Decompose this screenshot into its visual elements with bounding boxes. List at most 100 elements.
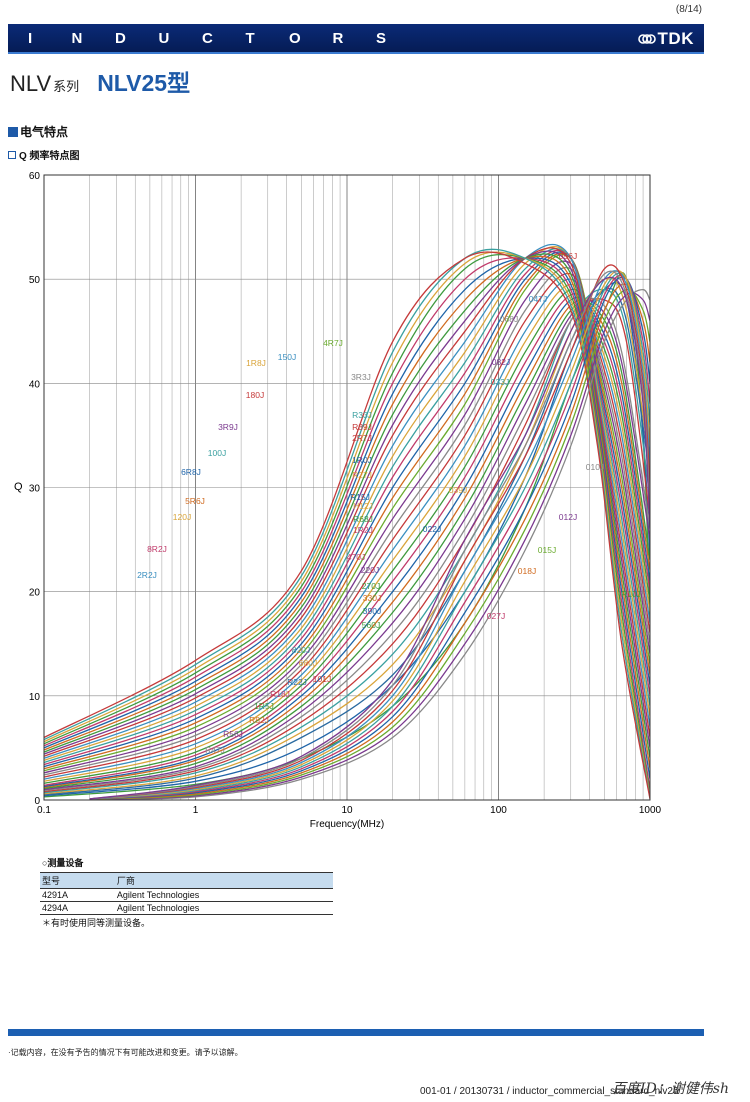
series-label-680j: 680J [299, 658, 317, 668]
series-line-270j [44, 253, 650, 759]
series-label-120j: 120J [173, 512, 191, 522]
series-line-150j [44, 243, 650, 759]
series-line-r68j [44, 300, 650, 790]
series-line-056j [89, 264, 650, 800]
footer-bar [8, 1029, 704, 1036]
banner-title: I N D U C T O R S [28, 24, 420, 52]
banner-letter: S [376, 29, 387, 47]
equipment-note: ＊有时使用同等测量设备。 [42, 918, 151, 928]
watermark: 百度ID：谢健伟sh [612, 1081, 729, 1097]
equipment-table: 型号 厂商 4291A Agilent Technologies 4294A A… [40, 872, 333, 915]
series-label-r82j: R82J [249, 715, 269, 725]
page-title: NLV 系列 NLV25型 [10, 64, 190, 98]
hollow-square-icon [8, 150, 16, 159]
series-line-180j [44, 247, 650, 757]
series-label-047j: 047J [529, 294, 547, 304]
series-label-r47j: R47J [205, 745, 225, 755]
series-line-220j [44, 250, 650, 755]
series-line-1r5j [44, 288, 650, 784]
series-suffix: 系列 [53, 79, 80, 94]
banner-letter: O [289, 29, 301, 47]
section-heading: 电气特点 [8, 123, 68, 140]
series-label-1r0j: 1R0J [352, 455, 372, 465]
y-tick-label: 20 [29, 588, 41, 599]
table-row: 4291A Agilent Technologies [40, 888, 333, 902]
series-line-047j [89, 270, 650, 800]
x-tick-label: 10 [341, 805, 353, 816]
series-line-1r0j [44, 296, 650, 788]
chart-heading-text: Q 频率特点图 [19, 151, 80, 162]
series-line-8r2j [44, 249, 650, 766]
series-label-h12j: H12J [353, 501, 373, 511]
series-line-820j [44, 248, 650, 799]
equipment-heading: ○测量设备 [42, 858, 84, 868]
y-axis: 0 10 20 30 40 50 60 [29, 171, 41, 807]
y-tick-label: 0 [34, 796, 40, 807]
series-label-015j: 015J [538, 545, 556, 555]
series-line-r56j [44, 300, 650, 791]
series-line-470j [44, 257, 650, 790]
series-line-018j [89, 283, 650, 800]
series-line-039j [89, 270, 650, 800]
series-label-r15j: R15J [350, 492, 370, 502]
y-tick-label: 10 [29, 692, 41, 703]
series-line-100j [44, 248, 650, 764]
series-label-330j: 330J [363, 593, 381, 603]
series-label-010j: 010J [586, 462, 604, 472]
series-label-1r5j: 1R5J [254, 701, 274, 711]
series-line-101j [44, 251, 650, 800]
series-labels: 1R8J 150J 4R7J 3R3J 180J 3R9J R33J R39J 100J 2R7J… [137, 251, 641, 755]
page-number: (8/14) [675, 4, 702, 15]
series-label-022j: 022J [423, 524, 441, 534]
tdk-logo: TDK [637, 26, 694, 52]
series-label-390j: 390J [363, 606, 381, 616]
series-label-6r8j: 6R8J [181, 467, 201, 477]
y-axis-label: Q [14, 481, 23, 493]
series-label-270j: 270J [362, 581, 380, 591]
document-code: 001-01 / 20130731 / inductor_commercial_… [420, 1086, 679, 1097]
table-row: 4294A Agilent Technologies [40, 901, 333, 915]
banner-letter: U [158, 29, 170, 47]
header-banner: I N D U C T O R S TDK [8, 24, 704, 54]
series-line-120j [44, 246, 650, 762]
series-label-150j: 150J [278, 352, 296, 362]
q-frequency-chart: 0 10 20 30 40 50 60 0.1 1 10 100 1000 Q Frequency(… [14, 171, 662, 830]
series-label-820j: 820J [292, 645, 310, 655]
series-line-r82j [44, 299, 650, 789]
plot-frame [43, 174, 651, 801]
series-line-082j [89, 276, 650, 800]
series-line-560j [44, 253, 650, 795]
y-tick-label: 30 [29, 484, 41, 495]
table-cell: 4294A [40, 901, 117, 915]
series-label-180j: 180J [246, 390, 264, 400]
x-axis: 0.1 1 10 100 1000 [37, 805, 662, 816]
series-line-390j [44, 257, 650, 780]
series-label-r33j: R33J [352, 410, 372, 420]
table-cell: Agilent Technologies [116, 901, 333, 915]
series-label-012j: 012J [559, 512, 577, 522]
series-line-330j [44, 255, 650, 769]
series-label-033j: 033J [491, 377, 509, 387]
y-tick-label: 50 [29, 275, 41, 286]
series-label-4r7j: 4R7J [323, 338, 343, 348]
filled-square-icon [8, 126, 18, 137]
chart-series [44, 243, 650, 800]
series-label-r39j: R39J [352, 422, 372, 432]
series-label-r68j: R68J [353, 514, 373, 524]
series-line-6r8j [44, 251, 650, 768]
banner-letter: N [71, 29, 83, 47]
series-label-r18j: R18J [270, 689, 290, 699]
series-line-4r7j [44, 253, 650, 772]
x-tick-label: 1000 [639, 805, 662, 816]
section-heading-text: 电气特点 [20, 125, 69, 139]
series-label-056j: 056J [559, 251, 577, 261]
series-name: NLV [10, 71, 52, 96]
series-line-1r2j [44, 293, 650, 787]
series-label-r56j: R56J [223, 729, 243, 739]
model-name: NLV25型 [97, 70, 191, 96]
series-label-027j: 027J [487, 611, 505, 621]
x-tick-label: 0.1 [37, 805, 51, 816]
table-cell: Agilent Technologies [116, 888, 333, 902]
series-label-3r9j: 3R9J [218, 422, 238, 432]
y-tick-label: 40 [29, 379, 41, 390]
